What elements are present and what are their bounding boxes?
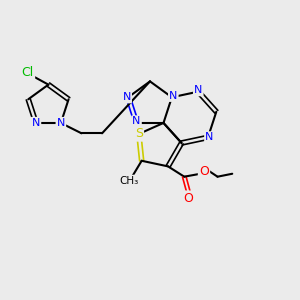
- Text: Cl: Cl: [22, 66, 34, 80]
- Text: O: O: [199, 165, 209, 178]
- Text: N: N: [57, 118, 65, 128]
- Text: N: N: [132, 116, 141, 127]
- Text: N: N: [205, 132, 214, 142]
- Text: S: S: [135, 128, 143, 140]
- Text: N: N: [194, 85, 202, 95]
- Text: N: N: [32, 118, 40, 128]
- Text: CH₃: CH₃: [120, 176, 139, 186]
- Text: N: N: [169, 91, 178, 101]
- Text: N: N: [122, 92, 131, 102]
- Text: O: O: [184, 192, 194, 205]
